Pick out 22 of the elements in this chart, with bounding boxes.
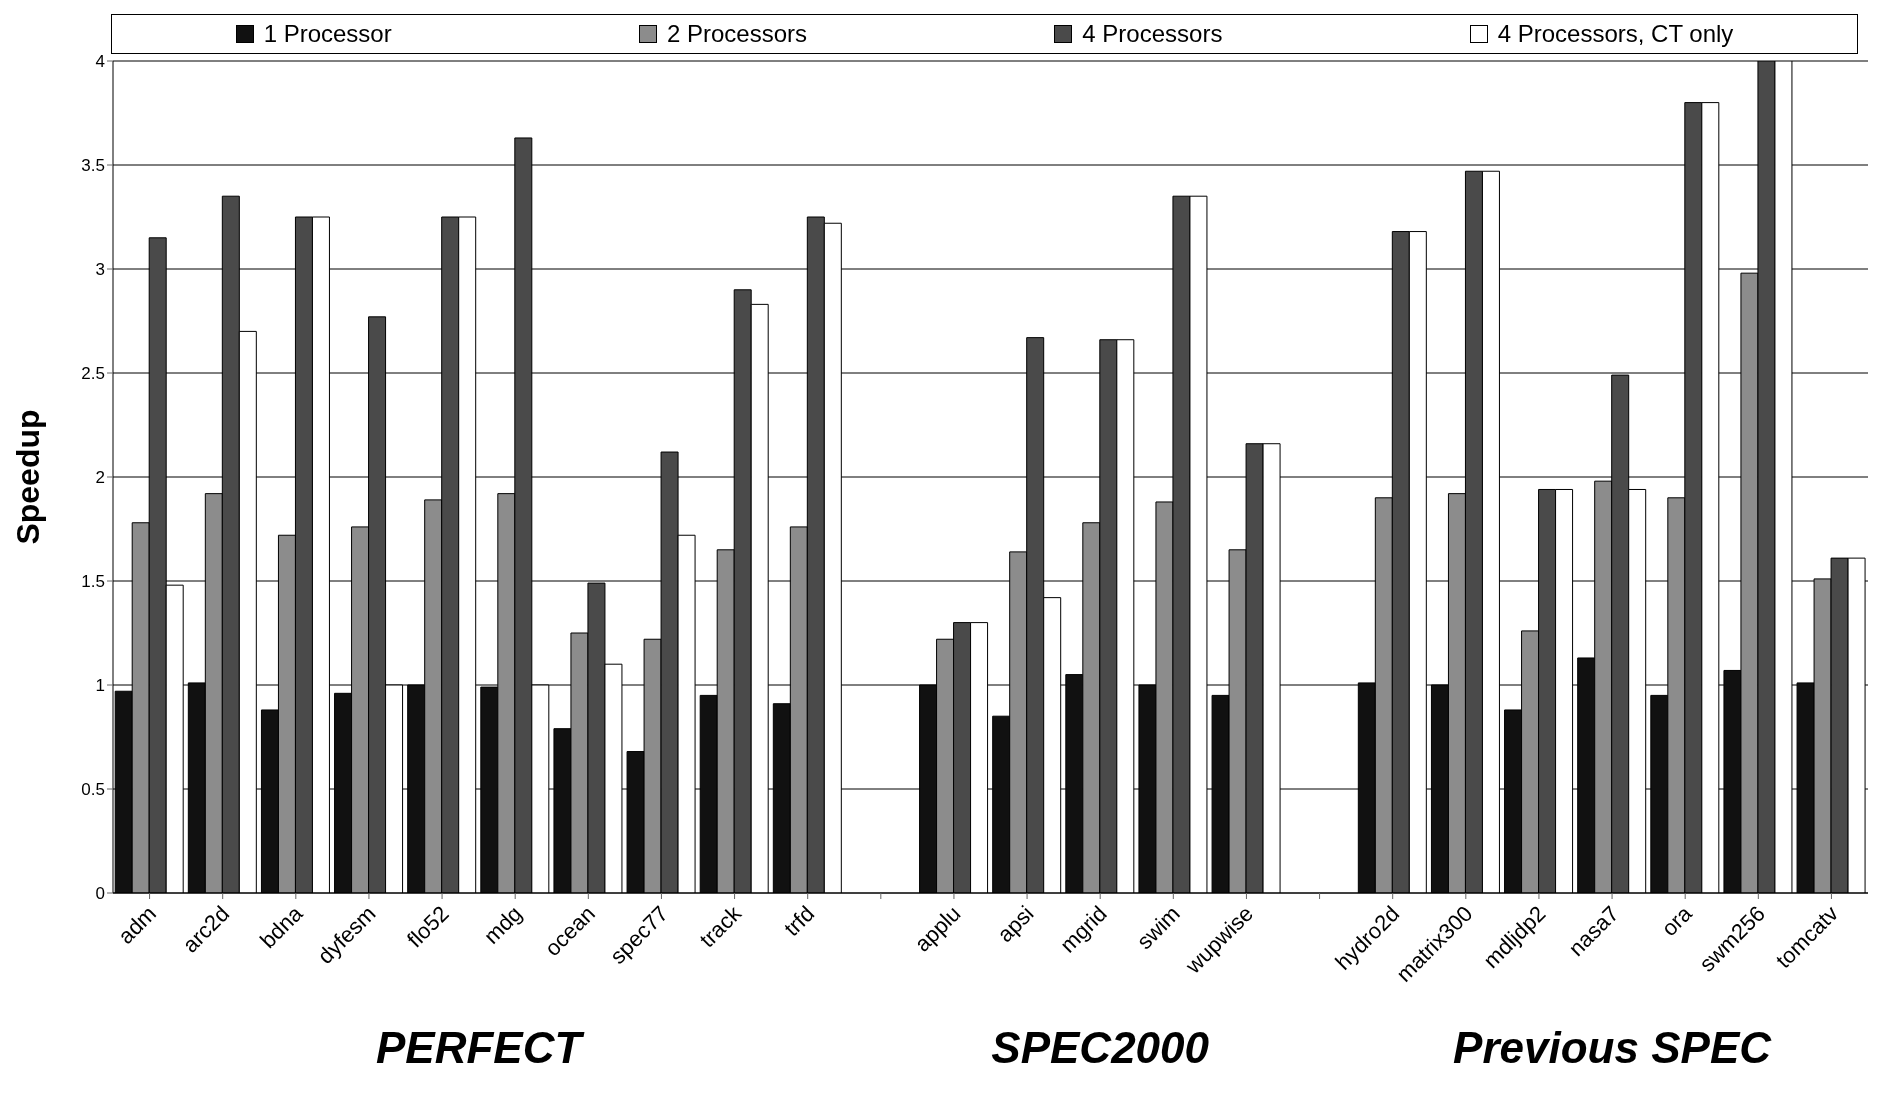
x-tick-label: trfd [779, 900, 820, 942]
y-tick-label: 0.5 [81, 780, 105, 800]
y-tick-label: 0 [95, 884, 105, 904]
x-tick-label: apsi [992, 900, 1039, 948]
legend-label: 1 Processor [263, 20, 392, 48]
legend-label: 4 Processors, CT only [1497, 20, 1734, 48]
y-tick-label: 2.5 [81, 364, 105, 384]
y-tick-label: 4 [95, 52, 105, 72]
y-tick-label: 3.5 [81, 156, 105, 176]
legend-label: 4 Processors [1082, 20, 1223, 48]
y-axis-title: Speedup [10, 409, 47, 545]
y-tick-label: 3 [95, 260, 105, 280]
y-tick-label: 2 [95, 468, 105, 488]
x-tick-label: adm [113, 900, 162, 949]
y-tick-label: 1.5 [81, 572, 105, 592]
text: Previous SPEC [1452, 1023, 1773, 1073]
text: SPEC2000 [990, 1023, 1211, 1073]
text: PERFECT [374, 1023, 586, 1073]
y-tick-label: 1 [95, 676, 105, 696]
x-tick-label: ora [1656, 900, 1698, 942]
legend-label: 2 Processors [666, 20, 808, 48]
x-tick-label: mdg [478, 900, 527, 949]
